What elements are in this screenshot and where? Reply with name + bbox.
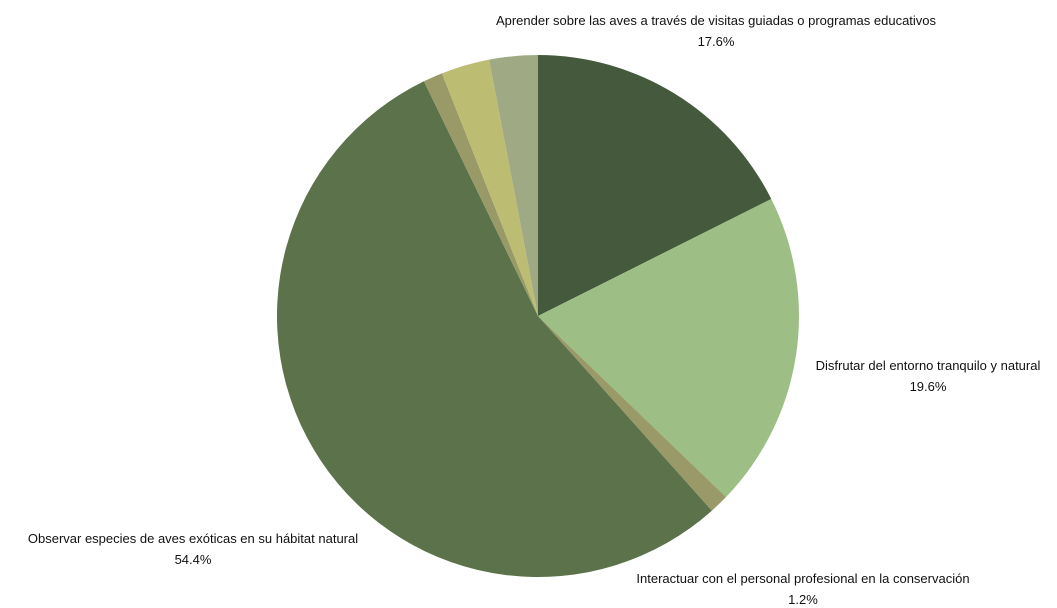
slice-pct-observar: 54.4% — [175, 552, 212, 567]
slice-label-interactuar: Interactuar con el personal profesional … — [636, 571, 969, 586]
slice-label-disfrutar: Disfrutar del entorno tranquilo y natura… — [816, 358, 1041, 373]
slice-label-aprender: Aprender sobre las aves a través de visi… — [496, 13, 937, 28]
pie-slice-5 — [441, 59, 538, 317]
pie-slice-2 — [538, 316, 726, 511]
slice-pct-disfrutar: 19.6% — [910, 379, 947, 394]
slice-label-observar: Observar especies de aves exóticas en su… — [28, 531, 358, 546]
slice-pct-interactuar: 1.2% — [788, 592, 818, 607]
pie-labels: Aprender sobre las aves a través de visi… — [28, 13, 1041, 607]
pie-slices — [276, 55, 799, 578]
pie-slice-1 — [538, 198, 799, 498]
pie-slice-4 — [423, 73, 538, 316]
pie-slice-6 — [489, 55, 538, 316]
slice-pct-aprender: 17.6% — [698, 34, 735, 49]
pie-slice-3 — [276, 81, 712, 578]
pie-slice-0 — [538, 55, 772, 316]
